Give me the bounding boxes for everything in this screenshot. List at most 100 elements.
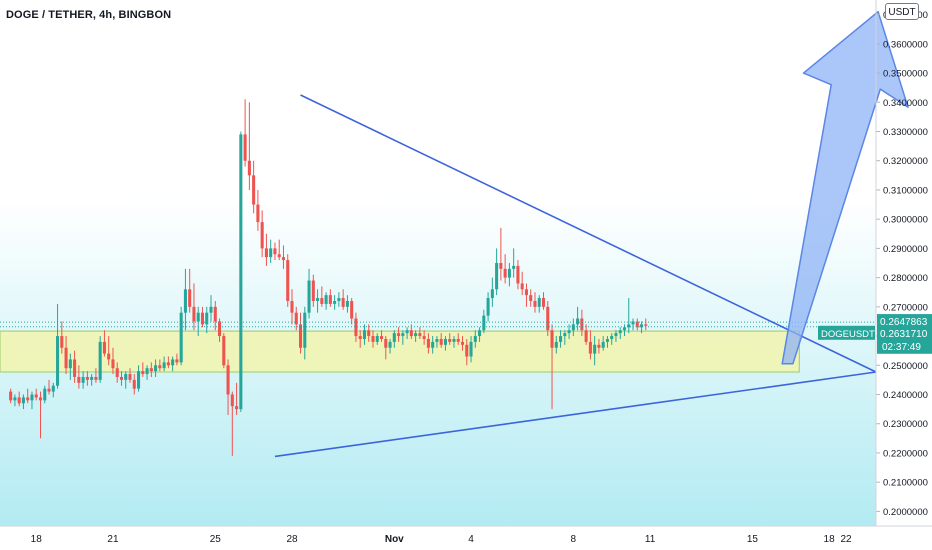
candle-body	[226, 365, 230, 395]
currency-unit-button[interactable]: USDT	[885, 3, 919, 20]
candle-body	[30, 394, 34, 401]
candle-body	[158, 365, 162, 369]
candle-body	[375, 336, 379, 342]
x-tick-label: 15	[747, 534, 759, 545]
candle-body	[520, 283, 524, 290]
x-tick-label: Nov	[385, 534, 404, 545]
time-axis-background	[0, 526, 932, 550]
y-tick-label: 0.2100000	[883, 478, 928, 489]
x-tick-label: 22	[840, 534, 852, 545]
candle-body	[119, 376, 124, 380]
candle-body	[56, 336, 60, 386]
chart-title: DOGE / TETHER, 4h, BINGBON	[6, 9, 172, 21]
candle-body	[128, 374, 132, 380]
candle-body	[51, 385, 55, 392]
candle-body	[588, 341, 592, 354]
y-tick-label: 0.2900000	[883, 244, 928, 255]
y-tick-label: 0.3400000	[883, 98, 928, 109]
candle-body	[614, 333, 618, 337]
candle-body	[635, 321, 639, 328]
candle-body	[422, 336, 426, 339]
candle-body	[379, 336, 384, 339]
y-tick-label: 0.3300000	[883, 127, 928, 138]
candle-body	[618, 330, 622, 334]
candle-body	[554, 341, 558, 348]
price-label-upper: 0.2647863	[880, 317, 928, 328]
candle-body	[495, 263, 499, 290]
candle-body	[563, 333, 567, 337]
candle-body	[640, 324, 644, 328]
price-label-bg	[877, 314, 932, 329]
candle-body	[162, 362, 166, 369]
candle-body	[102, 341, 106, 354]
candle-body	[439, 338, 443, 345]
symbol-label: DOGEUSDT	[821, 329, 875, 340]
candle-body	[34, 394, 38, 398]
candle-body	[460, 341, 465, 345]
candle-body	[230, 394, 234, 407]
candle-body	[533, 300, 537, 307]
candle-body	[217, 321, 222, 337]
y-tick-label: 0.2700000	[883, 302, 928, 313]
candle-body	[209, 306, 213, 313]
candle-body	[550, 330, 554, 348]
candle-body	[239, 134, 243, 410]
candle-body	[85, 376, 89, 380]
candle-body	[593, 344, 597, 354]
candle-body	[392, 333, 396, 342]
candle-body	[414, 333, 418, 337]
candle-body	[333, 300, 337, 304]
candle-body	[132, 379, 136, 389]
candles	[9, 99, 648, 456]
candle-body	[107, 353, 111, 360]
candle-body	[175, 359, 179, 363]
candle-body	[524, 289, 528, 296]
candle-body	[448, 338, 452, 342]
candle-body	[81, 376, 85, 383]
candle-body	[298, 324, 303, 348]
candle-body	[192, 306, 196, 322]
candle-body	[512, 265, 516, 269]
candle-body	[277, 254, 281, 258]
x-tick-label: 18	[824, 534, 836, 545]
candle-body	[499, 263, 503, 269]
candle-body	[9, 391, 13, 401]
candle-body	[68, 359, 72, 369]
candle-body	[350, 300, 354, 319]
candle-body	[418, 333, 422, 337]
candle-body	[503, 268, 507, 278]
candle-body	[482, 315, 486, 331]
x-tick-label: 28	[286, 534, 298, 545]
candle-body	[478, 330, 482, 337]
candle-body	[94, 376, 98, 380]
candle-body	[179, 312, 183, 363]
candle-body	[529, 295, 533, 301]
candle-body	[21, 397, 25, 404]
y-tick-label: 0.2000000	[883, 507, 928, 518]
y-tick-label: 0.2400000	[883, 390, 928, 401]
candle-body	[469, 341, 473, 357]
candle-body	[137, 371, 141, 389]
candle-body	[43, 388, 47, 401]
triangle-lower-trendline	[274, 371, 877, 458]
symbol-label-bg	[818, 325, 875, 340]
candle-body	[452, 338, 456, 342]
candle-body	[149, 368, 153, 372]
price-label-current: 0.2631710	[880, 329, 928, 340]
candle-body	[367, 330, 371, 337]
candle-body	[281, 257, 286, 261]
candle-body	[235, 406, 239, 410]
candle-body	[294, 312, 298, 325]
candle-body	[324, 295, 328, 304]
y-tick-label: 0.3100000	[883, 185, 928, 196]
y-tick-label: 0.3000000	[883, 215, 928, 226]
candle-body	[77, 376, 81, 383]
candle-body	[328, 295, 332, 304]
candle-body	[584, 330, 588, 342]
candle-body	[205, 312, 209, 325]
candle-body	[405, 330, 409, 334]
candle-body	[311, 280, 315, 301]
candle-body	[354, 318, 358, 337]
